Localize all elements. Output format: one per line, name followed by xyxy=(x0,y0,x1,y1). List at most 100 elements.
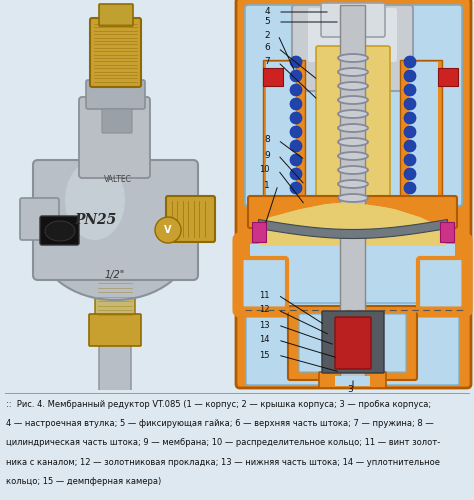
FancyBboxPatch shape xyxy=(166,196,215,242)
Circle shape xyxy=(404,140,416,152)
Text: 2: 2 xyxy=(264,30,270,40)
FancyBboxPatch shape xyxy=(102,109,132,133)
Ellipse shape xyxy=(338,124,368,132)
Ellipse shape xyxy=(338,96,368,104)
FancyBboxPatch shape xyxy=(86,80,145,109)
FancyBboxPatch shape xyxy=(335,376,370,386)
Ellipse shape xyxy=(37,180,192,300)
Ellipse shape xyxy=(338,68,368,76)
FancyBboxPatch shape xyxy=(250,244,455,304)
Circle shape xyxy=(404,84,416,96)
FancyBboxPatch shape xyxy=(263,60,305,205)
Text: 15: 15 xyxy=(259,350,270,360)
Bar xyxy=(409,62,438,200)
FancyBboxPatch shape xyxy=(340,5,365,385)
Text: ника с каналом; 12 — золотниковая прокладка; 13 — нижняя часть штока; 14 — уплот: ника с каналом; 12 — золотниковая прокла… xyxy=(6,458,440,466)
Text: ::  Рис. 4. Мембранный редуктор VT.085 (1 — корпус; 2 — крышка корпуса; 3 — проб: :: Рис. 4. Мембранный редуктор VT.085 (1… xyxy=(6,400,431,409)
FancyBboxPatch shape xyxy=(299,314,406,372)
Circle shape xyxy=(404,56,416,68)
Text: 11: 11 xyxy=(259,290,270,300)
Circle shape xyxy=(290,56,302,68)
Text: VALTEC: VALTEC xyxy=(104,176,132,184)
Text: 10: 10 xyxy=(259,166,270,174)
Text: кольцо; 15 — демпферная камера): кольцо; 15 — демпферная камера) xyxy=(6,477,162,486)
Bar xyxy=(438,68,458,86)
FancyBboxPatch shape xyxy=(292,5,413,91)
Text: цилиндрическая часть штока; 9 — мембрана; 10 — распределительное кольцо; 11 — ви: цилиндрическая часть штока; 9 — мембрана… xyxy=(6,438,440,448)
Text: 14: 14 xyxy=(259,336,270,344)
Ellipse shape xyxy=(338,152,368,160)
Text: 4: 4 xyxy=(264,8,270,16)
Circle shape xyxy=(290,168,302,180)
Ellipse shape xyxy=(338,110,368,118)
FancyBboxPatch shape xyxy=(418,258,467,312)
Bar xyxy=(266,62,296,200)
Circle shape xyxy=(155,217,181,243)
FancyBboxPatch shape xyxy=(400,60,442,205)
FancyBboxPatch shape xyxy=(90,18,141,87)
Circle shape xyxy=(290,84,302,96)
Ellipse shape xyxy=(338,166,368,174)
Circle shape xyxy=(404,112,416,124)
FancyBboxPatch shape xyxy=(316,46,390,210)
Ellipse shape xyxy=(338,180,368,188)
Ellipse shape xyxy=(338,54,368,62)
Ellipse shape xyxy=(45,221,75,241)
Circle shape xyxy=(290,154,302,166)
FancyBboxPatch shape xyxy=(99,339,131,391)
Circle shape xyxy=(404,154,416,166)
Bar xyxy=(263,68,283,86)
Text: 9: 9 xyxy=(264,150,270,160)
Bar xyxy=(440,222,454,242)
FancyBboxPatch shape xyxy=(335,317,371,369)
Circle shape xyxy=(404,98,416,110)
Circle shape xyxy=(404,182,416,194)
FancyBboxPatch shape xyxy=(89,314,141,346)
Text: 4 — настроечная втулка; 5 — фиксирующая гайка; 6 — верхняя часть штока; 7 — пруж: 4 — настроечная втулка; 5 — фиксирующая … xyxy=(6,419,434,428)
Ellipse shape xyxy=(65,160,125,240)
FancyBboxPatch shape xyxy=(321,3,385,37)
Text: 6: 6 xyxy=(264,44,270,52)
FancyBboxPatch shape xyxy=(99,4,133,26)
Text: V: V xyxy=(164,225,172,235)
Circle shape xyxy=(404,168,416,180)
Bar xyxy=(252,222,266,242)
Ellipse shape xyxy=(338,138,368,146)
Text: 1: 1 xyxy=(264,180,270,190)
Ellipse shape xyxy=(338,194,368,202)
FancyBboxPatch shape xyxy=(246,303,459,385)
Text: 5: 5 xyxy=(264,18,270,26)
Circle shape xyxy=(290,126,302,138)
FancyBboxPatch shape xyxy=(248,196,457,228)
Text: 13: 13 xyxy=(259,320,270,330)
Ellipse shape xyxy=(338,82,368,90)
Text: PN25: PN25 xyxy=(74,213,116,227)
FancyBboxPatch shape xyxy=(79,97,150,178)
Text: 3: 3 xyxy=(347,386,353,394)
FancyBboxPatch shape xyxy=(33,160,198,280)
Circle shape xyxy=(290,112,302,124)
FancyBboxPatch shape xyxy=(40,216,79,245)
Bar xyxy=(0,0,230,390)
Polygon shape xyxy=(260,203,445,228)
Text: 8: 8 xyxy=(264,136,270,144)
FancyBboxPatch shape xyxy=(20,198,59,240)
Polygon shape xyxy=(260,203,445,245)
Circle shape xyxy=(290,140,302,152)
FancyBboxPatch shape xyxy=(236,0,471,388)
FancyBboxPatch shape xyxy=(308,8,397,62)
Text: 7: 7 xyxy=(264,58,270,66)
Circle shape xyxy=(290,70,302,82)
FancyBboxPatch shape xyxy=(245,5,462,206)
Circle shape xyxy=(290,182,302,194)
FancyBboxPatch shape xyxy=(238,258,287,312)
Circle shape xyxy=(404,70,416,82)
FancyBboxPatch shape xyxy=(95,279,135,321)
Circle shape xyxy=(290,98,302,110)
Text: 1/2": 1/2" xyxy=(105,270,125,280)
Text: 12: 12 xyxy=(259,306,270,314)
FancyBboxPatch shape xyxy=(322,311,384,373)
FancyBboxPatch shape xyxy=(288,306,417,380)
Circle shape xyxy=(404,126,416,138)
FancyBboxPatch shape xyxy=(319,372,386,388)
